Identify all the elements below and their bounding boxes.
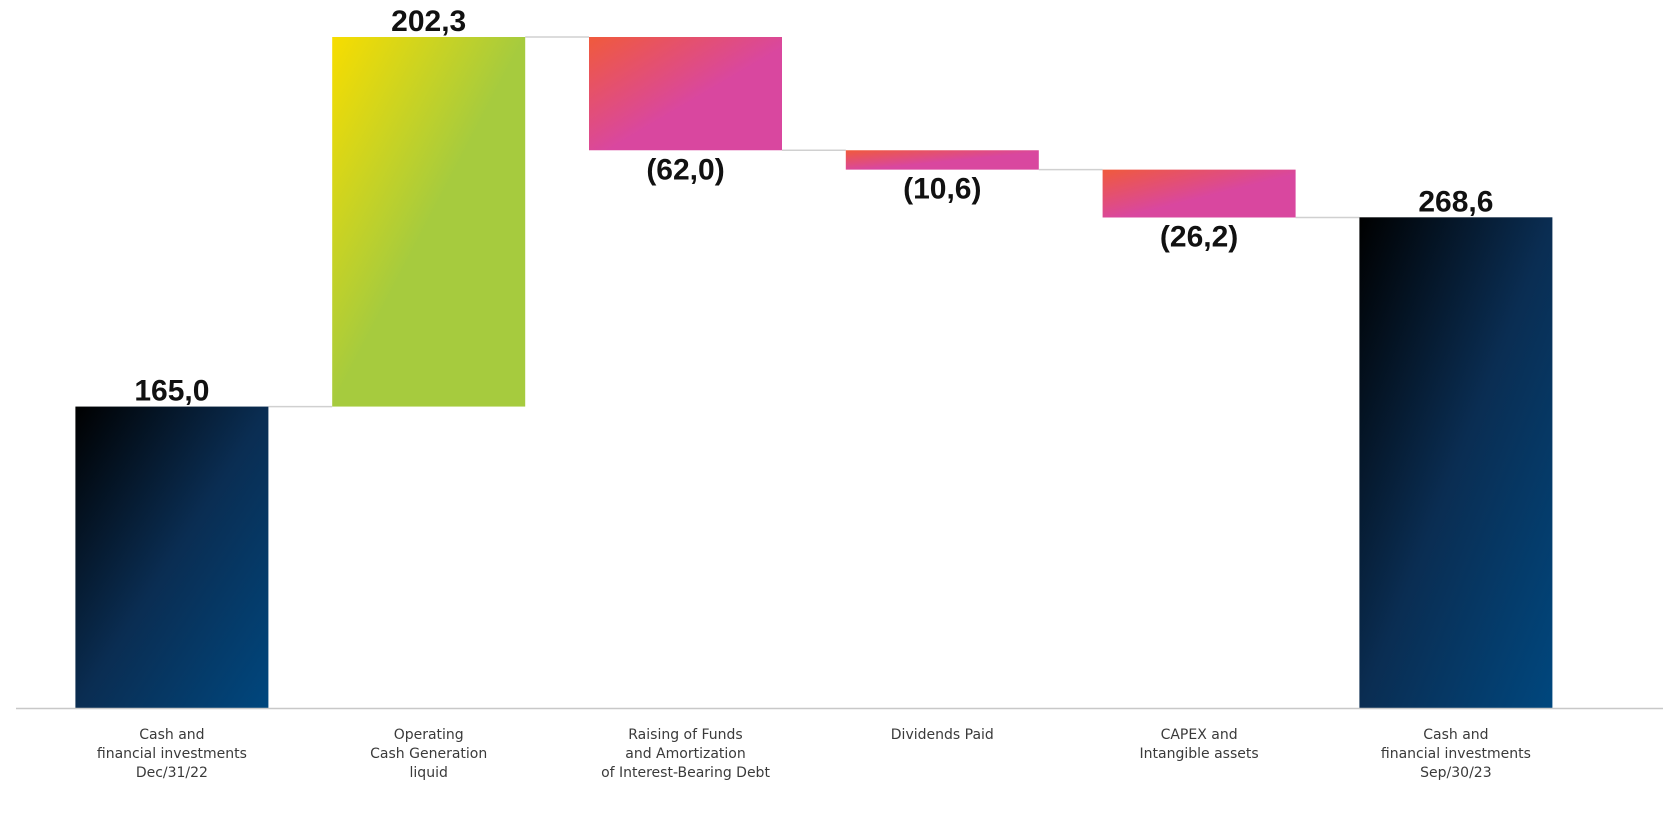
value-label-4: (26,2) [1160, 220, 1238, 253]
category-label-4-line-1: Intangible assets [1140, 746, 1259, 762]
category-label-2-line-2: of Interest-Bearing Debt [601, 765, 770, 781]
bar-1 [332, 37, 526, 407]
category-label-5-line-1: financial investments [1381, 746, 1531, 762]
category-label-5-line-2: Sep/30/23 [1420, 765, 1491, 781]
category-label-3-line-0: Dividends Paid [891, 727, 994, 743]
value-label-3: (10,6) [903, 173, 981, 206]
category-label-5-line-0: Cash and [1423, 727, 1488, 743]
category-label-3: Dividends Paid [891, 727, 994, 743]
category-label-4: CAPEX and Intangible assets [1140, 727, 1259, 762]
value-label-0: 165,0 [134, 375, 209, 408]
value-label-5: 268,6 [1418, 185, 1493, 218]
category-label-0-line-2: Dec/31/22 [136, 765, 208, 781]
value-label-2: (62,0) [646, 153, 724, 186]
category-label-1-line-1: Cash Generation [370, 746, 487, 762]
category-label-2-line-1: and Amortization [625, 746, 745, 762]
connector-lines [268, 36, 1360, 408]
category-label-2-line-0: Raising of Funds [628, 727, 742, 743]
category-label-5: Cash and financial investments Sep/30/23 [1381, 727, 1531, 781]
value-label-1: 202,3 [391, 5, 466, 38]
bar-2 [589, 37, 782, 151]
value-labels-group: 165,0 202,3 (62,0) (10,6) (26,2) 268,6 [134, 5, 1493, 408]
bar-3 [845, 150, 1039, 170]
bar-0 [75, 406, 269, 708]
category-label-1-line-0: Operating [394, 727, 464, 743]
category-label-1: Operating Cash Generation liquid [370, 727, 487, 781]
category-labels-group: Cash and financial investments Dec/31/22 Op… [97, 727, 1531, 781]
bars-group [75, 37, 1553, 708]
category-label-4-line-0: CAPEX and [1161, 727, 1238, 743]
category-label-1-line-2: liquid [410, 765, 448, 781]
bar-5 [1359, 217, 1553, 708]
bar-4 [1102, 169, 1296, 218]
category-label-0: Cash and financial investments Dec/31/22 [97, 727, 247, 781]
category-label-0-line-1: financial investments [97, 746, 247, 762]
category-label-0-line-0: Cash and [139, 727, 204, 743]
category-label-2: Raising of Funds and Amortization of Inter… [601, 727, 770, 781]
